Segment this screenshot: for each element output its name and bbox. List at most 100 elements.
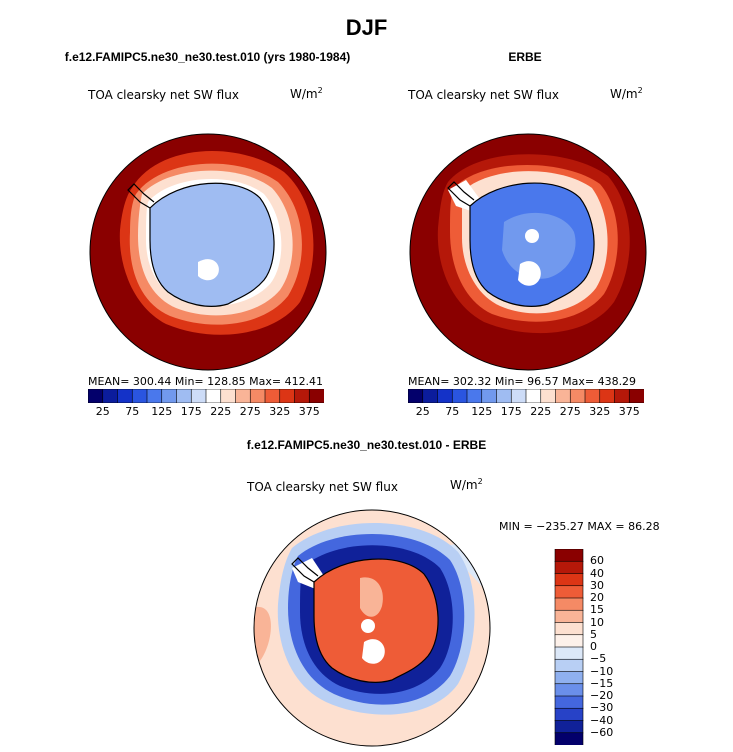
obs-colorbar-tick-label: 325 xyxy=(589,405,611,418)
diff-antarctica-band xyxy=(360,577,383,617)
diff-map-border xyxy=(253,509,491,747)
diff-colorbar-tick-label: 30 xyxy=(590,578,604,592)
obs-colorbar-box xyxy=(555,389,571,403)
obs-colorbar-box xyxy=(510,389,527,403)
diff-colorbar-tick-label: −30 xyxy=(590,701,614,715)
model-colorbar-box xyxy=(190,389,207,403)
obs-colorbar-box xyxy=(584,389,601,403)
model-colorbar-box xyxy=(117,389,133,403)
diff-colorbar-tick-label: −40 xyxy=(590,713,614,727)
diff-peninsula-coast xyxy=(291,557,319,583)
obs-ross-ice-shelf xyxy=(518,261,541,286)
diff-colorbar-tick-label: −5 xyxy=(590,652,607,666)
obs-colorbar-tick-label: 275 xyxy=(559,405,581,418)
model-colorbar-tick-label: 325 xyxy=(269,405,291,418)
model-coastline xyxy=(149,182,275,307)
diff-colorbar-tick-label: 0 xyxy=(590,640,597,653)
obs-colorbar-box xyxy=(437,389,453,403)
model-panel-title: f.e12.FAMIPC5.ne30_ne30.test.010 (yrs 19… xyxy=(64,50,351,64)
diff-pole-hole xyxy=(361,619,375,633)
model-colorbar-box xyxy=(264,389,281,403)
obs-colorbar-tick-label: 175 xyxy=(500,405,522,418)
diff-stats: MIN = −235.27 MAX = 86.28 xyxy=(499,520,660,533)
model-units-label: W/m2 xyxy=(290,86,323,101)
model-colorbar-box xyxy=(235,389,251,403)
obs-coastline xyxy=(469,182,595,307)
obs-colorbar-tick-label: 25 xyxy=(415,405,430,418)
obs-units-label: W/m2 xyxy=(610,86,643,101)
diff-variable-label: TOA clearsky net SW flux xyxy=(247,480,398,494)
diff-colorbar-tick-label: 60 xyxy=(590,554,604,568)
model-ross-ice-shelf xyxy=(198,259,219,281)
model-colorbar-tick-label: 375 xyxy=(298,405,320,418)
obs-colorbar-tick-label: 125 xyxy=(471,405,493,418)
model-colorbar-box xyxy=(308,389,324,403)
diff-colorbar-tick-label: −60 xyxy=(590,725,614,739)
obs-colorbar xyxy=(408,389,644,403)
model-colorbar-box xyxy=(176,389,192,403)
diff-colorbar-box xyxy=(554,560,584,575)
obs-map-border xyxy=(409,133,647,371)
diff-colorbar-box xyxy=(554,732,584,745)
diff-colorbar-box xyxy=(554,671,584,685)
diff-colorbar-box xyxy=(554,707,584,722)
model-colorbar-tick-label: 225 xyxy=(210,405,232,418)
diff-antarctica-field xyxy=(314,559,439,683)
model-map-border xyxy=(89,133,327,371)
obs-stats: MEAN= 302.32 Min= 96.57 Max= 438.29 xyxy=(408,375,637,388)
obs-colorbar-tick-label: 225 xyxy=(530,405,552,418)
model-colorbar-tick-label: 125 xyxy=(151,405,173,418)
diff-colorbar-box xyxy=(554,634,584,648)
obs-colorbar-tick-label: 375 xyxy=(618,405,640,418)
obs-colorbar-box xyxy=(408,389,424,403)
model-variable-label: TOA clearsky net SW flux xyxy=(88,88,239,102)
diff-colorbar-box xyxy=(554,683,584,697)
model-colorbar-box xyxy=(102,389,119,403)
model-peninsula-coast xyxy=(127,183,155,209)
diff-polar-map xyxy=(253,509,491,747)
diff-colorbar-tick-label: 20 xyxy=(590,591,604,604)
obs-peninsula-coast xyxy=(447,181,475,207)
model-stats: MEAN= 300.44 Min= 128.85 Max= 412.41 xyxy=(88,375,324,388)
model-colorbar-ticks: 25 75 125 175 225 275 325 375 xyxy=(88,405,324,419)
model-colorbar-tick-label: 25 xyxy=(95,405,110,418)
obs-colorbar-ticks: 25 75 125 175 225 275 325 375 xyxy=(408,405,644,419)
diff-colorbar-box xyxy=(554,549,584,562)
diff-ross-ice-shelf xyxy=(362,639,385,664)
model-colorbar-tick-label: 275 xyxy=(239,405,261,418)
model-polar-map xyxy=(89,133,327,371)
diff-colorbar-tick-label: 15 xyxy=(590,603,604,617)
obs-antarctica-band xyxy=(502,212,576,279)
model-colorbar-box xyxy=(220,389,237,403)
model-colorbar-tick-label: 175 xyxy=(180,405,202,418)
model-colorbar-box xyxy=(294,389,310,403)
model-colorbar-box xyxy=(249,389,266,403)
diff-colorbar-tick-label: −20 xyxy=(590,689,614,702)
model-antarctica-field xyxy=(150,183,275,307)
page-title: DJF xyxy=(345,15,388,40)
obs-pole-hole xyxy=(525,229,539,243)
diff-colorbar-tick-label: −10 xyxy=(590,664,614,678)
diff-colorbar-box xyxy=(554,609,584,624)
diff-colorbar-tick-label: 40 xyxy=(590,566,604,580)
model-colorbar-box xyxy=(161,389,178,403)
obs-colorbar-box xyxy=(466,389,483,403)
model-colorbar-box xyxy=(279,389,296,403)
obs-colorbar-box xyxy=(628,389,644,403)
diff-colorbar-tick-label: 5 xyxy=(590,627,597,641)
obs-colorbar-tick-label: 75 xyxy=(445,405,460,418)
diff-panel-title: f.e12.FAMIPC5.ne30_ne30.test.010 - ERBE xyxy=(246,438,487,452)
diff-coastline xyxy=(313,558,439,683)
obs-colorbar-box xyxy=(481,389,498,403)
model-colorbar xyxy=(88,389,324,403)
diff-colorbar-box xyxy=(554,597,584,611)
obs-panel-title: ERBE xyxy=(508,50,542,64)
diff-colorbar-ticks: 60 40 30 20 15 10 5 0 −5 −10 −15 −20 −30 −40 −60 xyxy=(590,549,630,745)
obs-colorbar-box xyxy=(451,389,468,403)
diff-colorbar-box xyxy=(554,695,584,709)
model-colorbar-box xyxy=(205,389,222,403)
diff-colorbar-tick-label: −15 xyxy=(590,676,614,690)
diff-colorbar-box xyxy=(554,646,584,660)
diff-colorbar xyxy=(554,549,584,745)
model-colorbar-box xyxy=(88,389,104,403)
